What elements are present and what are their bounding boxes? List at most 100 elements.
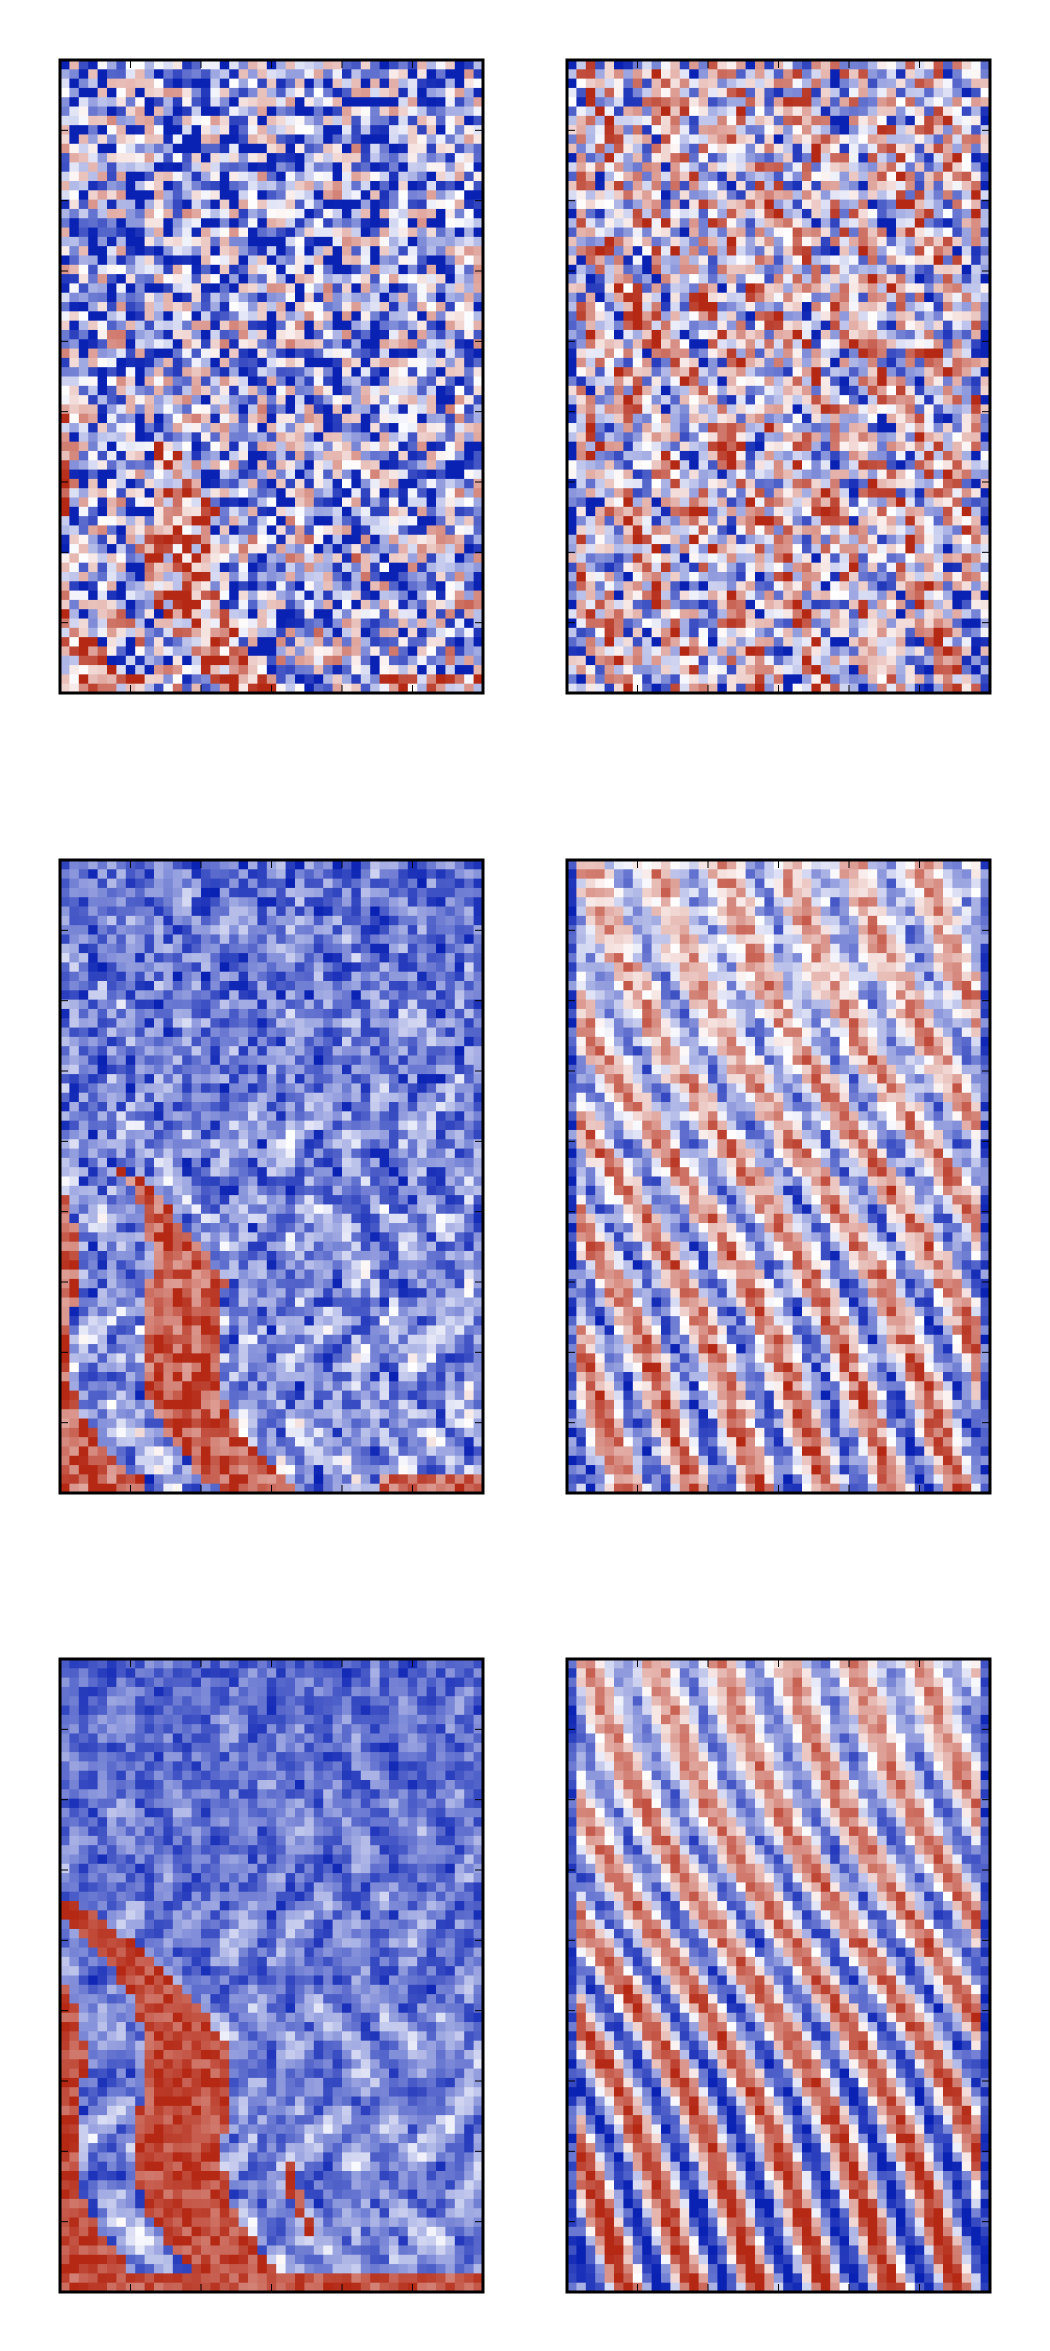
heatmap-cell [407, 274, 418, 284]
heatmap-cell [820, 125, 831, 135]
heatmap-cell [585, 78, 596, 89]
heatmap-cell [867, 329, 878, 340]
heatmap-cell [436, 199, 446, 210]
heatmap-cell [614, 367, 624, 377]
heatmap-cell [567, 274, 577, 284]
heatmap-cell [914, 236, 925, 247]
heatmap-cell [736, 367, 746, 377]
heatmap-cell [97, 227, 108, 238]
heatmap-cell [943, 413, 953, 424]
heatmap-cell [313, 506, 324, 517]
heatmap-cell [257, 115, 268, 126]
heatmap-cell [342, 218, 352, 228]
heatmap-cell [135, 171, 145, 182]
heatmap-cell [783, 227, 793, 238]
heatmap-cell [886, 143, 897, 154]
heatmap-cell [88, 115, 98, 126]
heatmap-cell [154, 283, 164, 294]
heatmap-cell [125, 385, 136, 396]
heatmap-cell [163, 97, 174, 107]
heatmap-cell [632, 320, 643, 331]
heatmap-cell [679, 432, 690, 443]
heatmap-cell [623, 227, 634, 238]
heatmap-cell [924, 162, 934, 173]
heatmap-cell [219, 208, 230, 219]
heatmap-cell [867, 274, 878, 284]
heatmap-cell [219, 171, 230, 182]
heatmap-cell [342, 423, 352, 433]
heatmap-cell [360, 255, 371, 266]
heatmap-cell [924, 320, 934, 331]
heatmap-cell [773, 423, 784, 433]
heatmap-cell [323, 357, 333, 368]
heatmap-cell [342, 562, 352, 573]
heatmap-cell [172, 255, 183, 266]
heatmap-cell [257, 562, 268, 573]
heatmap-cell [407, 302, 418, 312]
heatmap-cell [182, 115, 192, 126]
heatmap-cell [783, 376, 793, 387]
heatmap-cell [191, 450, 202, 461]
heatmap-cell [182, 339, 192, 349]
heatmap-cell [679, 60, 690, 70]
heatmap-cell [248, 367, 258, 377]
heatmap-cell [285, 385, 296, 396]
heatmap-cell [773, 134, 784, 145]
heatmap-cell [980, 236, 991, 247]
heatmap-cell [896, 60, 906, 70]
heatmap-cell [980, 97, 991, 107]
heatmap-cell [370, 646, 380, 657]
heatmap-cell [830, 264, 840, 275]
heatmap-cell [389, 534, 399, 545]
heatmap-cell [604, 236, 615, 247]
heatmap-cell [295, 665, 305, 675]
heatmap-cell [182, 292, 192, 303]
heatmap-cell [360, 208, 371, 219]
heatmap-cell [896, 106, 906, 117]
heatmap-cell [417, 153, 427, 163]
heatmap-cell [304, 320, 315, 331]
heatmap-cell [933, 171, 944, 182]
heatmap-cell [783, 423, 793, 433]
heatmap-cell [896, 413, 906, 424]
heatmap-cell [379, 153, 390, 163]
heatmap-cell [708, 311, 718, 322]
heatmap-cell [708, 236, 718, 247]
heatmap-cell [398, 60, 409, 70]
heatmap-cell [849, 87, 859, 98]
heatmap-cell [78, 534, 89, 545]
heatmap-cell [144, 683, 155, 694]
heatmap-cell [830, 255, 840, 266]
heatmap-cell [144, 329, 155, 340]
heatmap-cell [257, 78, 268, 89]
heatmap-cell [595, 367, 605, 377]
heatmap-cell [980, 302, 991, 312]
heatmap-cell [69, 283, 80, 294]
heatmap-cell [107, 450, 117, 461]
heatmap-cell [726, 274, 737, 284]
heatmap-cell [69, 385, 80, 396]
heatmap-cell [398, 134, 409, 145]
heatmap-cell [877, 348, 887, 359]
heatmap-cell [360, 478, 371, 489]
heatmap-cell [830, 274, 840, 284]
heatmap-cell [576, 320, 587, 331]
heatmap-cell [69, 236, 80, 247]
heatmap-cell [943, 339, 953, 349]
heatmap-cell [351, 609, 362, 619]
heatmap-cell [60, 525, 70, 536]
heatmap-cell [896, 190, 906, 201]
heatmap-cell [351, 320, 362, 331]
heatmap-cell [276, 497, 286, 508]
heatmap-cell [285, 665, 296, 675]
heatmap-cell [342, 609, 352, 619]
heatmap-cell [943, 311, 953, 322]
heatmap-cell [454, 590, 465, 601]
heatmap-cell [219, 627, 230, 638]
heatmap-cell [867, 357, 878, 368]
heatmap-cell [661, 255, 671, 266]
heatmap-cell [229, 218, 239, 228]
heatmap-cell [830, 153, 840, 163]
heatmap-cell [285, 367, 296, 377]
heatmap-cell [351, 69, 362, 80]
